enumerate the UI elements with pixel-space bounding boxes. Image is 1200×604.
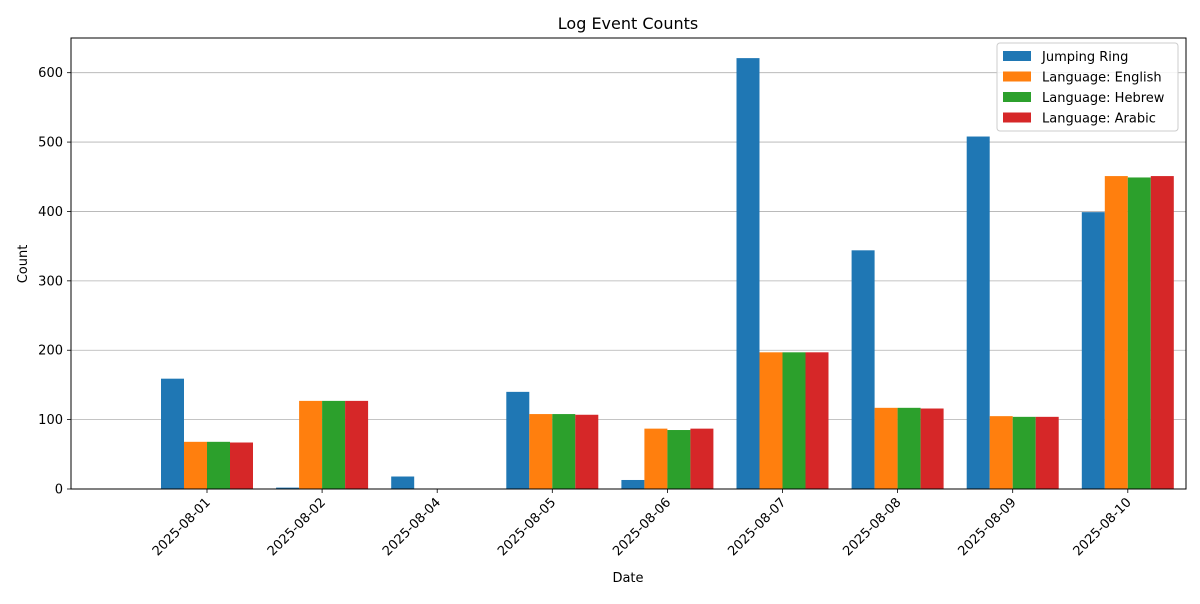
bar [506,391,530,489]
bar [805,352,829,489]
bars [161,58,1174,489]
y-tick-label: 400 [38,205,63,220]
bar [391,476,415,489]
y-tick-label: 0 [55,483,63,498]
y-tick-label: 500 [38,136,63,151]
bar [690,428,714,489]
bar [621,479,645,489]
y-tick-label: 100 [38,413,63,428]
bar [736,58,760,489]
bar [1012,416,1036,489]
legend-box [996,42,1179,132]
bar [782,352,806,489]
bar [667,430,691,489]
bar [1035,416,1059,489]
legend-label: Language: Hebrew [1042,91,1165,106]
legend-swatch [1003,92,1031,102]
legend-label: Language: Arabic [1042,112,1156,127]
bar [920,408,944,489]
bar [552,414,576,489]
bar [230,442,253,489]
y-axis: 0 100 200 300 400 500 600 [38,66,71,498]
bar [1150,176,1174,489]
bar [345,400,369,489]
bar [161,378,184,489]
bar [1127,177,1151,489]
y-tick-label: 600 [38,66,63,81]
bar [874,407,898,489]
y-tick-label: 200 [38,344,63,359]
bar [644,428,668,489]
legend: Jumping Ring Language: English Language: H… [996,42,1179,132]
chart-title: Log Event Counts [558,14,698,33]
bar [851,250,875,489]
bar [989,416,1013,489]
legend-swatch [1003,71,1031,82]
x-axis-label: Date [612,571,643,586]
bar [1081,212,1105,489]
legend-label: Language: English [1042,71,1162,86]
bar [966,136,990,489]
plot-frame [70,37,1187,490]
bar [529,414,553,489]
bar [322,400,346,489]
bar [276,487,300,489]
bar [184,441,207,489]
legend-label: Jumping Ring [1041,50,1128,65]
bar [897,407,921,489]
bar [207,441,230,489]
bar [299,400,323,489]
bar [1104,176,1128,489]
y-axis-label: Count [16,245,31,284]
y-tick-label: 300 [38,274,63,289]
bar [759,352,783,489]
legend-swatch [1003,112,1031,123]
bar [575,414,599,489]
legend-swatch [1003,51,1031,61]
